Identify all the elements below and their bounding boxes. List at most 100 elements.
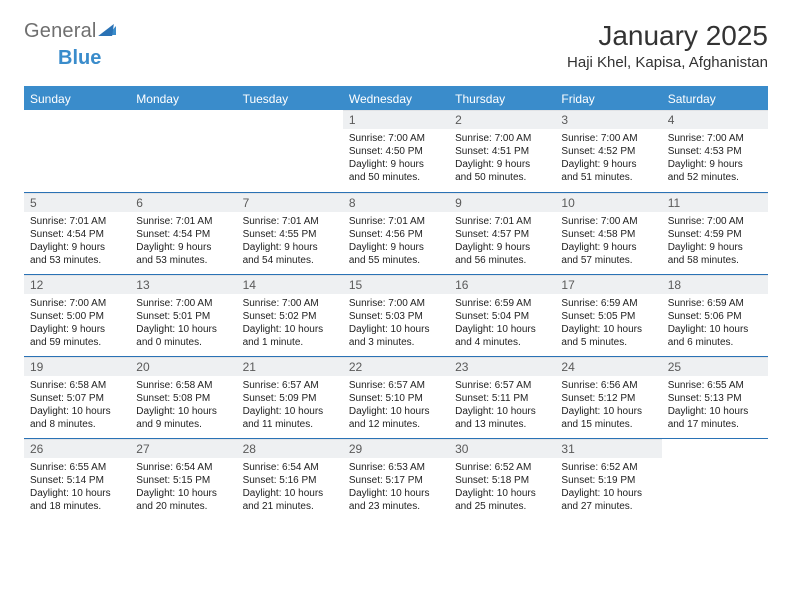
- day-details: Sunrise: 7:00 AMSunset: 4:52 PMDaylight:…: [555, 129, 661, 188]
- calendar-day-cell: 14Sunrise: 7:00 AMSunset: 5:02 PMDayligh…: [237, 274, 343, 356]
- day-details: Sunrise: 7:00 AMSunset: 5:01 PMDaylight:…: [130, 294, 236, 353]
- weekday-header: Monday: [130, 88, 236, 110]
- calendar-day-cell: [24, 110, 130, 192]
- calendar-table: SundayMondayTuesdayWednesdayThursdayFrid…: [24, 88, 768, 520]
- day-number: 3: [555, 110, 661, 129]
- calendar-day-cell: 27Sunrise: 6:54 AMSunset: 5:15 PMDayligh…: [130, 438, 236, 520]
- day-details: Sunrise: 6:52 AMSunset: 5:18 PMDaylight:…: [449, 458, 555, 517]
- day-details: Sunrise: 7:00 AMSunset: 5:02 PMDaylight:…: [237, 294, 343, 353]
- day-details: Sunrise: 7:00 AMSunset: 5:00 PMDaylight:…: [24, 294, 130, 353]
- logo-text-1: General: [24, 20, 97, 43]
- calendar-day-cell: 26Sunrise: 6:55 AMSunset: 5:14 PMDayligh…: [24, 438, 130, 520]
- calendar-day-cell: 10Sunrise: 7:00 AMSunset: 4:58 PMDayligh…: [555, 192, 661, 274]
- day-details: Sunrise: 6:59 AMSunset: 5:05 PMDaylight:…: [555, 294, 661, 353]
- calendar-day-cell: 13Sunrise: 7:00 AMSunset: 5:01 PMDayligh…: [130, 274, 236, 356]
- day-details: Sunrise: 7:01 AMSunset: 4:54 PMDaylight:…: [130, 212, 236, 271]
- day-number: 12: [24, 275, 130, 294]
- day-number: 2: [449, 110, 555, 129]
- calendar-day-cell: 21Sunrise: 6:57 AMSunset: 5:09 PMDayligh…: [237, 356, 343, 438]
- logo: General: [24, 20, 116, 43]
- day-details: Sunrise: 6:54 AMSunset: 5:16 PMDaylight:…: [237, 458, 343, 517]
- day-details: Sunrise: 6:58 AMSunset: 5:07 PMDaylight:…: [24, 376, 130, 435]
- calendar-week-row: 12Sunrise: 7:00 AMSunset: 5:00 PMDayligh…: [24, 274, 768, 356]
- day-number: 14: [237, 275, 343, 294]
- day-number: 31: [555, 439, 661, 458]
- day-details: Sunrise: 6:52 AMSunset: 5:19 PMDaylight:…: [555, 458, 661, 517]
- day-number: 4: [662, 110, 768, 129]
- calendar-day-cell: 2Sunrise: 7:00 AMSunset: 4:51 PMDaylight…: [449, 110, 555, 192]
- day-number: 23: [449, 357, 555, 376]
- day-details: Sunrise: 7:00 AMSunset: 4:58 PMDaylight:…: [555, 212, 661, 271]
- calendar-week-row: 5Sunrise: 7:01 AMSunset: 4:54 PMDaylight…: [24, 192, 768, 274]
- calendar-day-cell: 29Sunrise: 6:53 AMSunset: 5:17 PMDayligh…: [343, 438, 449, 520]
- day-number: 6: [130, 193, 236, 212]
- day-number: 16: [449, 275, 555, 294]
- calendar-day-cell: 25Sunrise: 6:55 AMSunset: 5:13 PMDayligh…: [662, 356, 768, 438]
- day-number: 1: [343, 110, 449, 129]
- calendar-day-cell: 17Sunrise: 6:59 AMSunset: 5:05 PMDayligh…: [555, 274, 661, 356]
- day-number: 17: [555, 275, 661, 294]
- calendar-day-cell: 1Sunrise: 7:00 AMSunset: 4:50 PMDaylight…: [343, 110, 449, 192]
- day-number: 8: [343, 193, 449, 212]
- day-details: Sunrise: 7:00 AMSunset: 5:03 PMDaylight:…: [343, 294, 449, 353]
- day-number: 22: [343, 357, 449, 376]
- weekday-header: Friday: [555, 88, 661, 110]
- weekday-header: Saturday: [662, 88, 768, 110]
- day-details: Sunrise: 6:59 AMSunset: 5:06 PMDaylight:…: [662, 294, 768, 353]
- day-details: Sunrise: 6:55 AMSunset: 5:13 PMDaylight:…: [662, 376, 768, 435]
- calendar-day-cell: 9Sunrise: 7:01 AMSunset: 4:57 PMDaylight…: [449, 192, 555, 274]
- day-number: 25: [662, 357, 768, 376]
- day-number: 7: [237, 193, 343, 212]
- weekday-header: Sunday: [24, 88, 130, 110]
- day-details: Sunrise: 6:56 AMSunset: 5:12 PMDaylight:…: [555, 376, 661, 435]
- day-details: Sunrise: 6:57 AMSunset: 5:10 PMDaylight:…: [343, 376, 449, 435]
- calendar-day-cell: [130, 110, 236, 192]
- day-details: Sunrise: 7:01 AMSunset: 4:56 PMDaylight:…: [343, 212, 449, 271]
- day-details: Sunrise: 7:00 AMSunset: 4:53 PMDaylight:…: [662, 129, 768, 188]
- calendar-day-cell: 20Sunrise: 6:58 AMSunset: 5:08 PMDayligh…: [130, 356, 236, 438]
- calendar-day-cell: 7Sunrise: 7:01 AMSunset: 4:55 PMDaylight…: [237, 192, 343, 274]
- calendar-day-cell: 5Sunrise: 7:01 AMSunset: 4:54 PMDaylight…: [24, 192, 130, 274]
- day-details: Sunrise: 6:54 AMSunset: 5:15 PMDaylight:…: [130, 458, 236, 517]
- calendar-day-cell: [662, 438, 768, 520]
- weekday-header-row: SundayMondayTuesdayWednesdayThursdayFrid…: [24, 88, 768, 110]
- day-number: 11: [662, 193, 768, 212]
- calendar-day-cell: 6Sunrise: 7:01 AMSunset: 4:54 PMDaylight…: [130, 192, 236, 274]
- weekday-header: Thursday: [449, 88, 555, 110]
- day-number: 9: [449, 193, 555, 212]
- calendar-day-cell: 8Sunrise: 7:01 AMSunset: 4:56 PMDaylight…: [343, 192, 449, 274]
- calendar-week-row: 26Sunrise: 6:55 AMSunset: 5:14 PMDayligh…: [24, 438, 768, 520]
- day-number: 29: [343, 439, 449, 458]
- calendar-day-cell: 3Sunrise: 7:00 AMSunset: 4:52 PMDaylight…: [555, 110, 661, 192]
- calendar-day-cell: [237, 110, 343, 192]
- calendar-day-cell: 4Sunrise: 7:00 AMSunset: 4:53 PMDaylight…: [662, 110, 768, 192]
- day-number: 13: [130, 275, 236, 294]
- day-number: 21: [237, 357, 343, 376]
- day-details: Sunrise: 7:01 AMSunset: 4:57 PMDaylight:…: [449, 212, 555, 271]
- day-number: 28: [237, 439, 343, 458]
- calendar-day-cell: 28Sunrise: 6:54 AMSunset: 5:16 PMDayligh…: [237, 438, 343, 520]
- day-number: 10: [555, 193, 661, 212]
- day-number: 26: [24, 439, 130, 458]
- calendar-day-cell: 12Sunrise: 7:00 AMSunset: 5:00 PMDayligh…: [24, 274, 130, 356]
- day-details: Sunrise: 7:00 AMSunset: 4:59 PMDaylight:…: [662, 212, 768, 271]
- calendar-day-cell: 16Sunrise: 6:59 AMSunset: 5:04 PMDayligh…: [449, 274, 555, 356]
- weekday-header: Tuesday: [237, 88, 343, 110]
- calendar-day-cell: 30Sunrise: 6:52 AMSunset: 5:18 PMDayligh…: [449, 438, 555, 520]
- calendar-day-cell: 31Sunrise: 6:52 AMSunset: 5:19 PMDayligh…: [555, 438, 661, 520]
- calendar-day-cell: 24Sunrise: 6:56 AMSunset: 5:12 PMDayligh…: [555, 356, 661, 438]
- day-number: 20: [130, 357, 236, 376]
- day-number: 18: [662, 275, 768, 294]
- day-details: Sunrise: 7:00 AMSunset: 4:51 PMDaylight:…: [449, 129, 555, 188]
- calendar-week-row: 1Sunrise: 7:00 AMSunset: 4:50 PMDaylight…: [24, 110, 768, 192]
- day-details: Sunrise: 7:01 AMSunset: 4:55 PMDaylight:…: [237, 212, 343, 271]
- calendar-day-cell: 15Sunrise: 7:00 AMSunset: 5:03 PMDayligh…: [343, 274, 449, 356]
- day-details: Sunrise: 7:01 AMSunset: 4:54 PMDaylight:…: [24, 212, 130, 271]
- day-details: Sunrise: 6:57 AMSunset: 5:09 PMDaylight:…: [237, 376, 343, 435]
- day-number: 24: [555, 357, 661, 376]
- day-number: 5: [24, 193, 130, 212]
- day-number: 27: [130, 439, 236, 458]
- calendar-day-cell: 11Sunrise: 7:00 AMSunset: 4:59 PMDayligh…: [662, 192, 768, 274]
- day-details: Sunrise: 6:58 AMSunset: 5:08 PMDaylight:…: [130, 376, 236, 435]
- day-details: Sunrise: 6:53 AMSunset: 5:17 PMDaylight:…: [343, 458, 449, 517]
